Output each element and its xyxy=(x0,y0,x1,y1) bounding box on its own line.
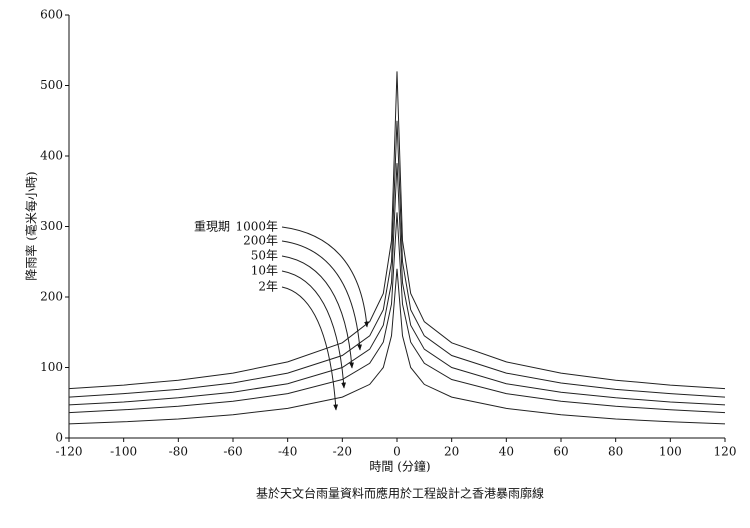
legend-arrow xyxy=(281,226,369,328)
y-axis-label: 降雨率 (毫米每小時) xyxy=(24,171,39,280)
x-tick-label: -120 xyxy=(56,445,83,459)
y-tick-label: 200 xyxy=(40,290,63,304)
x-tick-label: -100 xyxy=(110,445,137,459)
y-tick-label: 300 xyxy=(40,219,63,233)
x-axis-label: 時間 (分鐘) xyxy=(369,459,430,474)
legend-title: 重現期 xyxy=(194,220,230,234)
x-tick-label: 40 xyxy=(499,445,514,459)
x-tick-label: 120 xyxy=(714,445,737,459)
chart-title: 基於天文台雨量資料而應用於工程設計之香港暴雨廓線 xyxy=(256,486,544,501)
legend-label: 200年 xyxy=(243,234,278,248)
y-tick-label: 500 xyxy=(40,78,63,92)
y-tick-label: 0 xyxy=(55,431,63,445)
legend-label: 1000年 xyxy=(235,220,278,234)
x-tick-label: 100 xyxy=(659,445,682,459)
y-tick-label: 400 xyxy=(40,149,63,163)
x-tick-label: -80 xyxy=(169,445,188,459)
x-tick-label: -40 xyxy=(278,445,297,459)
x-tick-label: 20 xyxy=(444,445,459,459)
series-line xyxy=(68,268,726,425)
x-tick-label: 80 xyxy=(608,445,623,459)
y-tick-label: 600 xyxy=(40,8,63,22)
series-line xyxy=(68,163,726,406)
legend-label: 2年 xyxy=(258,280,278,294)
x-tick-label: 60 xyxy=(553,445,568,459)
series-line xyxy=(68,71,726,390)
legend-arrow xyxy=(281,286,339,411)
legend-label: 50年 xyxy=(251,249,278,263)
y-tick-label: 100 xyxy=(40,360,63,374)
series-line xyxy=(68,212,726,414)
legend-label: 10年 xyxy=(251,264,278,278)
x-tick-label: -20 xyxy=(333,445,352,459)
legend-arrow xyxy=(281,255,354,369)
legend-arrow xyxy=(281,240,362,351)
x-tick-label: 0 xyxy=(393,445,401,459)
series-line xyxy=(68,120,726,398)
legend-arrow xyxy=(281,270,346,389)
x-tick-label: -60 xyxy=(223,445,242,459)
